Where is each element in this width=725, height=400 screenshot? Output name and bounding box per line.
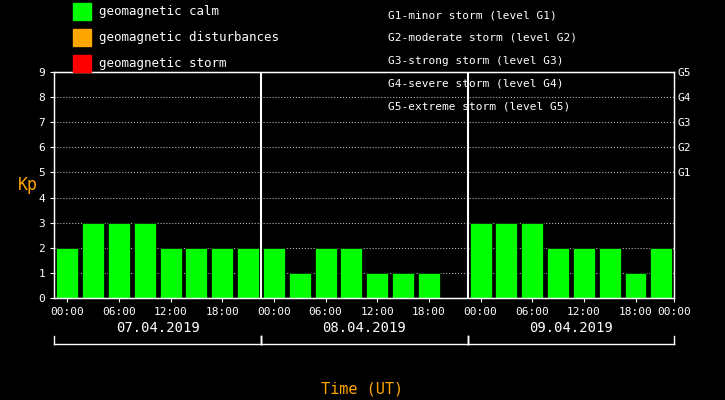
- Text: Time (UT): Time (UT): [321, 381, 404, 396]
- Text: geomagnetic disturbances: geomagnetic disturbances: [99, 31, 279, 44]
- Text: geomagnetic calm: geomagnetic calm: [99, 5, 220, 18]
- Bar: [263, 248, 285, 298]
- Bar: [624, 273, 647, 298]
- Bar: [186, 248, 207, 298]
- Bar: [418, 273, 440, 298]
- Bar: [289, 273, 311, 298]
- Text: geomagnetic storm: geomagnetic storm: [99, 57, 227, 70]
- Text: G2-moderate storm (level G2): G2-moderate storm (level G2): [388, 33, 577, 43]
- Text: G4-severe storm (level G4): G4-severe storm (level G4): [388, 78, 563, 88]
- Bar: [392, 273, 414, 298]
- Bar: [366, 273, 388, 298]
- Bar: [134, 223, 156, 298]
- Text: 08.04.2019: 08.04.2019: [323, 321, 406, 335]
- Bar: [599, 248, 621, 298]
- Bar: [237, 248, 259, 298]
- Bar: [573, 248, 594, 298]
- Bar: [547, 248, 569, 298]
- Bar: [341, 248, 362, 298]
- Bar: [160, 248, 181, 298]
- Bar: [82, 223, 104, 298]
- Bar: [315, 248, 336, 298]
- Bar: [521, 223, 543, 298]
- Bar: [108, 223, 130, 298]
- Text: 09.04.2019: 09.04.2019: [529, 321, 613, 335]
- Text: G1-minor storm (level G1): G1-minor storm (level G1): [388, 10, 557, 20]
- Bar: [650, 248, 672, 298]
- Y-axis label: Kp: Kp: [17, 176, 38, 194]
- Bar: [470, 223, 492, 298]
- Text: 07.04.2019: 07.04.2019: [116, 321, 199, 335]
- Bar: [57, 248, 78, 298]
- Text: G3-strong storm (level G3): G3-strong storm (level G3): [388, 56, 563, 66]
- Text: G5-extreme storm (level G5): G5-extreme storm (level G5): [388, 101, 570, 111]
- Bar: [495, 223, 518, 298]
- Bar: [211, 248, 233, 298]
